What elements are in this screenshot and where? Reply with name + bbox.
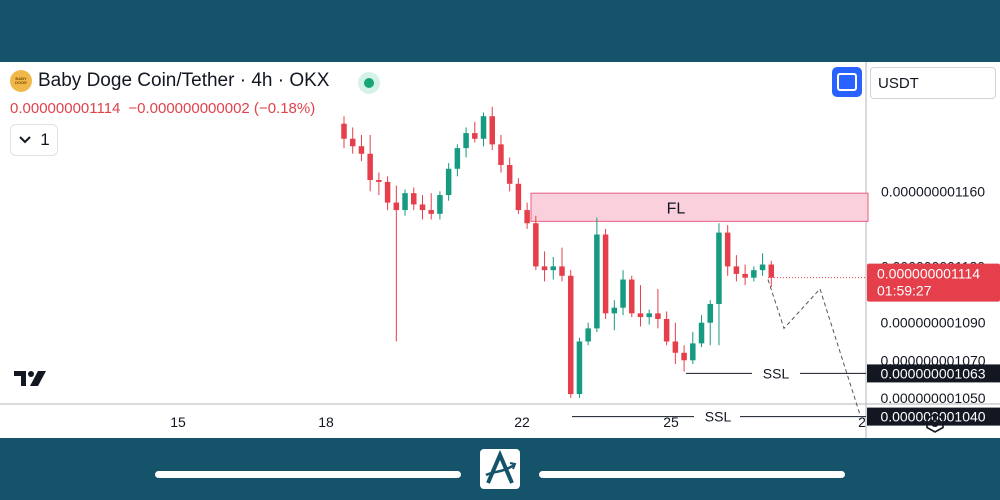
countdown-label: 01:59:27	[877, 283, 932, 299]
time-axis-label: 25	[663, 414, 679, 430]
candle-body	[393, 202, 400, 211]
symbol-header: BABY DOGE Baby Doge Coin/Tether · 4h · O…	[10, 70, 329, 92]
candle-body	[724, 232, 731, 267]
candle-body	[376, 180, 382, 182]
candle-body	[515, 183, 522, 211]
candle-body	[402, 193, 408, 211]
baby-doge-coin-icon: BABY DOGE	[10, 70, 32, 92]
candle-body	[419, 204, 426, 211]
last-price: 0.000000001114	[10, 100, 121, 117]
candle-body	[559, 266, 565, 276]
price-axis-label: 0.000000001070	[880, 352, 985, 368]
candle-body	[341, 123, 347, 139]
settings-icon[interactable]	[924, 412, 946, 434]
candle-body	[524, 210, 530, 224]
chart-panel[interactable]: FLSSLSSL0.0000000011600.0000000011200.00…	[0, 62, 1000, 438]
candle-body	[698, 322, 705, 344]
candlestick-chart[interactable]: FLSSLSSL0.0000000011600.0000000011200.00…	[0, 62, 1000, 438]
candle-body	[428, 210, 434, 214]
level-tag-bg	[867, 364, 1000, 383]
candle-body	[506, 165, 513, 184]
candle-body	[663, 318, 670, 342]
time-axis-label: 2	[858, 414, 866, 430]
level-tag-bg	[867, 407, 1000, 426]
candle-body	[646, 313, 652, 318]
candle-body	[620, 279, 626, 308]
time-axis-label: 18	[318, 414, 334, 430]
projection-path	[767, 279, 861, 415]
candle-body	[690, 343, 696, 361]
candle-body	[751, 270, 757, 278]
fl-zone	[530, 192, 869, 222]
symbol-title: Baby Doge Coin/Tether · 4h · OKX	[38, 70, 330, 91]
candle-body	[655, 313, 661, 319]
fullscreen-icon	[837, 73, 857, 91]
candle-body	[489, 116, 495, 145]
candle-body	[707, 303, 713, 323]
price-line: 0.000000001114 −0.000000000002 (−0.18%)	[10, 100, 315, 117]
price-axis-label: 0.000000001090	[880, 315, 985, 331]
ssl-label-upper: SSL	[763, 365, 790, 381]
candle-body	[498, 144, 504, 166]
price-axis-label: 0.000000001160	[881, 183, 985, 199]
candle-body	[594, 234, 600, 329]
candle-body	[463, 133, 469, 149]
candle-body	[716, 232, 722, 304]
interval-value: 1	[40, 130, 50, 149]
candle-body	[349, 138, 356, 147]
candle-body	[454, 148, 461, 169]
a-logo-icon	[480, 449, 520, 489]
candle-body	[629, 279, 635, 314]
level-tag-label: 0.000000001040	[880, 409, 985, 425]
candle-body	[585, 328, 591, 342]
candle-body	[445, 168, 452, 196]
candle-body	[550, 266, 557, 271]
candle-body	[384, 181, 391, 203]
time-axis-label: 22	[514, 414, 530, 430]
candle-body	[768, 264, 775, 278]
top-frame	[0, 0, 1000, 62]
currency-select[interactable]: USDT	[870, 67, 996, 99]
candle-body	[742, 273, 748, 278]
fl-zone-label: FL	[667, 200, 686, 217]
time-axis-label: 15	[170, 414, 186, 430]
fullscreen-button[interactable]	[832, 67, 862, 97]
market-open-icon	[358, 72, 380, 94]
candle-body	[576, 341, 583, 395]
interval-selector[interactable]: 1	[10, 124, 58, 156]
candle-body	[358, 146, 365, 154]
candle-body	[733, 266, 740, 274]
candle-body	[533, 223, 539, 267]
decorative-line-left	[155, 471, 461, 478]
current-price-tag	[867, 263, 1000, 302]
candle-body	[367, 153, 373, 181]
candle-body	[480, 116, 487, 139]
tradingview-logo[interactable]	[14, 365, 54, 395]
currency-label: USDT	[878, 74, 919, 92]
chevron-down-icon	[19, 136, 31, 144]
candle-body	[411, 193, 417, 205]
candle-body	[437, 195, 443, 214]
decorative-line-right	[539, 471, 845, 478]
candle-body	[681, 352, 687, 361]
ssl-label-lower: SSL	[705, 409, 732, 425]
candle-body	[672, 341, 679, 353]
level-tag-label: 0.000000001063	[880, 365, 985, 381]
candle-body	[472, 133, 478, 139]
price-change: −0.000000000002 (−0.18%)	[128, 100, 316, 117]
candle-body	[541, 266, 548, 271]
candle-body	[759, 264, 766, 271]
candle-body	[567, 275, 574, 395]
price-axis-label: 0.000000001050	[880, 390, 985, 406]
candle-body	[602, 234, 609, 314]
coin-icon-text: BABY DOGE	[15, 76, 27, 85]
candle-body	[611, 307, 618, 314]
candle-body	[637, 313, 644, 318]
current-price-label: 0.000000001114	[877, 266, 980, 282]
